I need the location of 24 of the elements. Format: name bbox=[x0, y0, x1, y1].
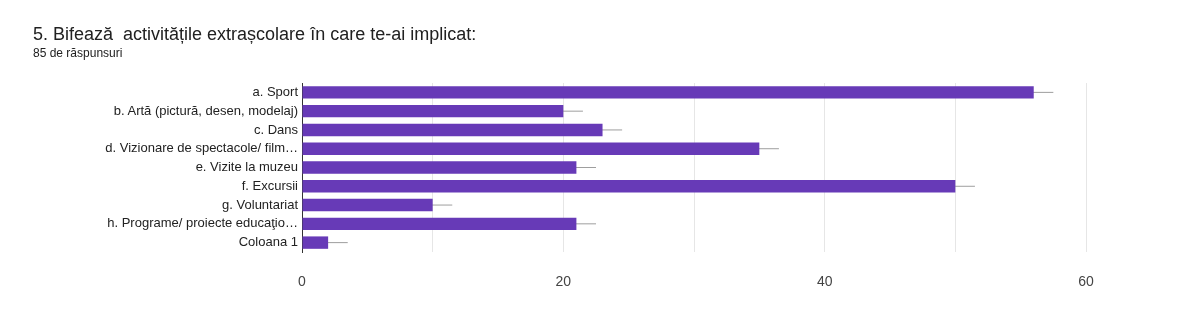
bar bbox=[302, 123, 603, 137]
bar bbox=[302, 198, 433, 212]
y-tick-label: Coloana 1 bbox=[238, 234, 298, 250]
chart-title: 5. Bifează activitățile extrașcolare în care te-ai implicat: bbox=[33, 24, 477, 45]
bar bbox=[302, 104, 564, 118]
x-tick-label: 60 bbox=[1078, 273, 1094, 290]
y-tick-label: c. Dans bbox=[253, 121, 299, 137]
y-tick-label: a. Sport bbox=[252, 83, 299, 99]
bar bbox=[302, 86, 1034, 99]
bar bbox=[302, 236, 329, 249]
y-tick-label: g. Voluntariat bbox=[222, 196, 299, 212]
y-tick-label: e. Vizite la muzeu bbox=[195, 159, 298, 175]
y-tick-label: b. Artă (pictură, desen, modelaj) bbox=[113, 102, 298, 118]
x-tick-label: 0 bbox=[298, 273, 307, 290]
y-tick-label: f. Excursii bbox=[241, 177, 299, 193]
bar bbox=[302, 180, 956, 193]
bar bbox=[302, 217, 577, 231]
bar bbox=[302, 142, 760, 155]
bar bbox=[302, 161, 577, 174]
x-tick-label: 40 bbox=[816, 273, 833, 290]
x-tick-label: 20 bbox=[555, 273, 572, 290]
y-tick-label: d. Vizionare de spectacole/ film… bbox=[105, 140, 298, 156]
text: 85 de răspunsuri bbox=[33, 46, 123, 60]
y-tick-label: h. Programe/ proiecte educaţio… bbox=[107, 215, 298, 231]
